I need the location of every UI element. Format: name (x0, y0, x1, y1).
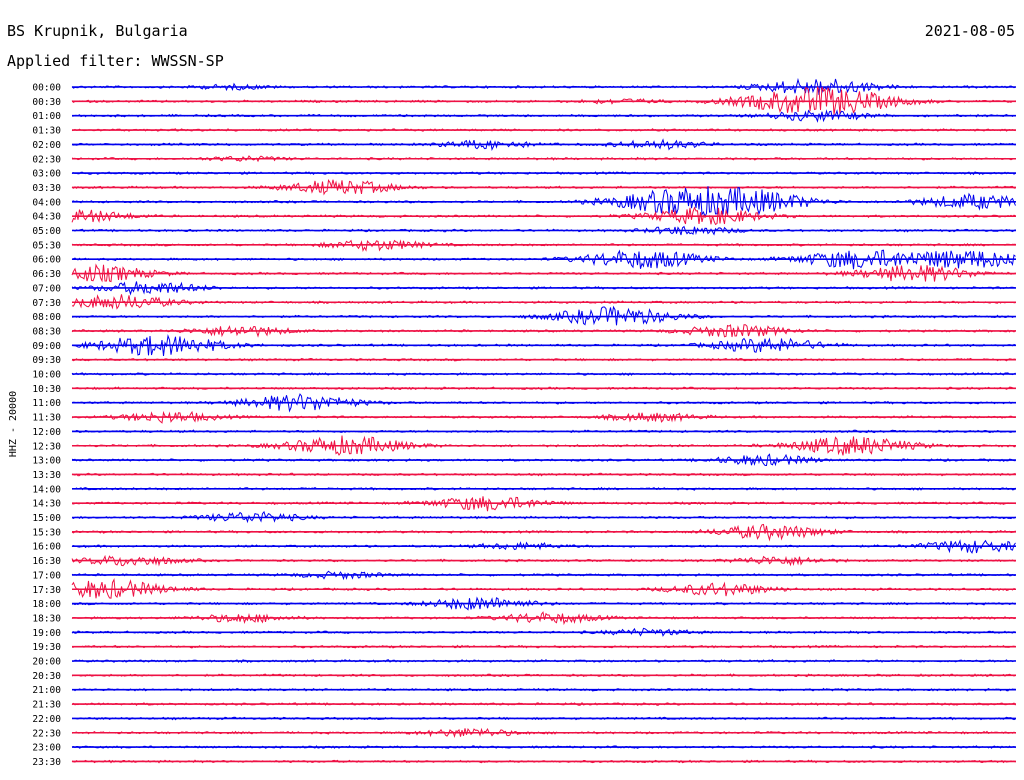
tick-label-2000: 20:00 (32, 657, 61, 668)
tick-label-0130: 01:30 (32, 126, 61, 137)
tick-label-1630: 16:30 (32, 556, 61, 567)
station-title: BS Krupnik, Bulgaria (7, 22, 188, 40)
tick-label-1230: 12:30 (32, 441, 61, 452)
tick-label-1400: 14:00 (32, 484, 61, 495)
date-label: 2021-08-05 (925, 22, 1015, 40)
tick-label-1200: 12:00 (32, 427, 61, 438)
trace-0730 (71, 294, 1016, 310)
tick-label-1500: 15:00 (32, 513, 61, 524)
tick-label-2230: 22:30 (32, 728, 61, 739)
tick-label-1700: 17:00 (32, 570, 61, 581)
tick-label-1530: 15:30 (32, 527, 61, 538)
tick-label-1730: 17:30 (32, 585, 61, 596)
tick-label-0330: 03:30 (32, 183, 61, 194)
tick-label-1000: 10:00 (32, 370, 61, 381)
tick-label-0100: 01:00 (32, 111, 61, 122)
tick-label-0730: 07:30 (32, 298, 61, 309)
filter-label: Applied filter: WWSSN-SP (7, 52, 224, 70)
tick-label-2300: 23:00 (32, 743, 61, 754)
tick-label-2130: 21:30 (32, 700, 61, 711)
tick-label-1600: 16:00 (32, 542, 61, 553)
tick-label-1130: 11:30 (32, 413, 61, 424)
tick-label-0000: 00:00 (32, 83, 61, 94)
tick-label-0030: 00:30 (32, 97, 61, 108)
tick-label-0800: 08:00 (32, 312, 61, 323)
tick-label-0430: 04:30 (32, 212, 61, 223)
tick-label-2330: 23:30 (32, 757, 61, 768)
tick-label-1800: 18:00 (32, 599, 61, 610)
tick-label-0600: 06:00 (32, 255, 61, 266)
tick-label-1300: 13:00 (32, 456, 61, 467)
tick-label-0830: 08:30 (32, 326, 61, 337)
tick-label-1330: 13:30 (32, 470, 61, 481)
tick-label-0500: 05:00 (32, 226, 61, 237)
tick-label-2200: 22:00 (32, 714, 61, 725)
tick-label-2030: 20:30 (32, 671, 61, 682)
tick-label-2100: 21:00 (32, 685, 61, 696)
tick-label-1030: 10:30 (32, 384, 61, 395)
tick-label-0700: 07:00 (32, 283, 61, 294)
tick-label-1900: 19:00 (32, 628, 61, 639)
tick-label-0230: 02:30 (32, 154, 61, 165)
tick-label-0530: 05:30 (32, 240, 61, 251)
tick-label-0300: 03:00 (32, 169, 61, 180)
time-tick-labels: 00:00 00:30 01:00 01:30 02:00 02:30 03:00 03:30… (32, 83, 61, 768)
tick-label-1100: 11:00 (32, 398, 61, 409)
tick-label-0200: 02:00 (32, 140, 61, 151)
tick-label-0900: 09:00 (32, 341, 61, 352)
tick-label-0400: 04:00 (32, 197, 61, 208)
tick-label-0630: 06:30 (32, 269, 61, 280)
tick-label-1430: 14:30 (32, 499, 61, 510)
y-axis-label: HHZ - 20000 (8, 391, 19, 457)
trace-lines (71, 77, 1016, 764)
tick-label-0930: 09:30 (32, 355, 61, 366)
tick-label-1830: 18:30 (32, 613, 61, 624)
tick-label-1930: 19:30 (32, 642, 61, 653)
